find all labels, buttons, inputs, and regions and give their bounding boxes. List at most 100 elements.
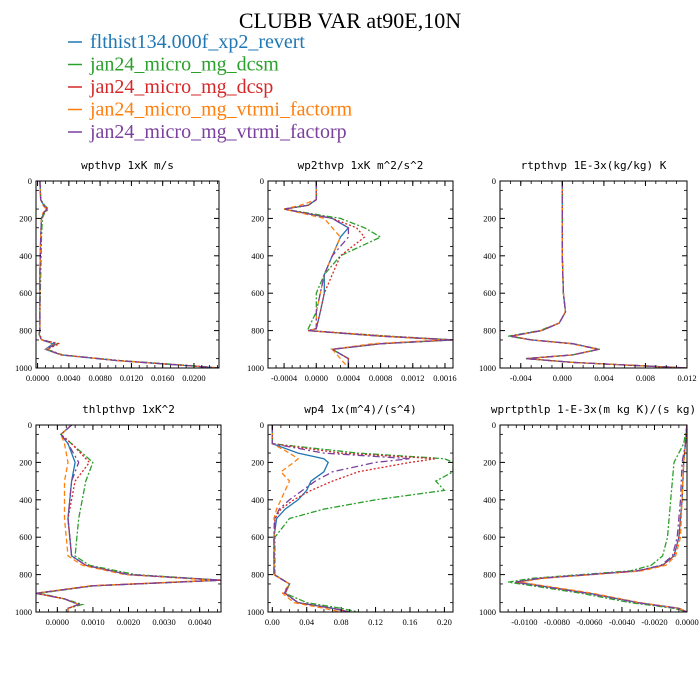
x-tick-label: 0.0080 — [88, 373, 111, 383]
y-tick-label: 1000 — [15, 607, 32, 617]
x-tick-label: 0.0040 — [188, 617, 211, 627]
x-tick-label: 0.12 — [368, 617, 383, 627]
x-tick-label: -0.0080 — [544, 617, 570, 627]
x-tick-label: 0.004 — [594, 373, 614, 383]
series-line — [38, 181, 219, 368]
series-line — [38, 181, 219, 368]
x-tick-label: -0.0004 — [271, 373, 298, 383]
series-line — [283, 181, 453, 368]
series-line — [271, 425, 436, 612]
series-line — [519, 425, 687, 612]
y-tick-label: 200 — [483, 457, 496, 467]
series-line — [283, 181, 453, 368]
y-tick-label: 0 — [260, 176, 264, 186]
legend-label: jan24_micro_mg_vtrmi_factorp — [89, 121, 347, 143]
plot-frame — [35, 180, 220, 369]
y-tick-label: 0 — [28, 420, 32, 430]
series-line — [283, 181, 446, 368]
series-line — [516, 425, 687, 612]
y-tick-label: 200 — [251, 457, 264, 467]
y-tick-label: 1000 — [479, 363, 496, 373]
legend-label: flthist134.000f_xp2_revert — [90, 31, 305, 53]
y-tick-label: 400 — [483, 495, 496, 505]
y-tick-label: 600 — [19, 532, 32, 542]
y-tick-label: 200 — [19, 213, 32, 223]
y-tick-label: 800 — [483, 570, 496, 580]
y-tick-label: 600 — [251, 288, 264, 298]
x-tick-label: 0.000 — [553, 373, 572, 383]
y-tick-label: 800 — [483, 326, 496, 336]
y-tick-label: 800 — [19, 326, 32, 336]
x-tick-label: -0.0040 — [609, 617, 635, 627]
panel-title: wprtpthlp 1-E-3x(m kg K)/(s kg) — [491, 403, 696, 416]
y-tick-label: 600 — [19, 288, 32, 298]
chart-panel: thlpthvp 1xK^2 0 200 400 600 800 1000 0.0000 0.0… — [15, 403, 222, 627]
x-tick-label: 0.00 — [265, 617, 280, 627]
x-tick-label: 0.0030 — [152, 617, 175, 627]
panel-title: rtpthvp 1E-3x(kg/kg) K — [521, 159, 667, 172]
x-tick-label: -0.0100 — [511, 617, 537, 627]
x-tick-label: 0.0000 — [305, 373, 328, 383]
series-line — [38, 181, 219, 368]
panel-title: thlpthvp 1xK^2 — [82, 403, 175, 416]
y-tick-label: 400 — [251, 251, 264, 261]
y-tick-label: 1000 — [479, 607, 496, 617]
legend-label: jan24_micro_mg_dcsp — [89, 76, 273, 98]
series-line — [36, 425, 214, 612]
panel-title: wp4 1x(m^4)/(s^4) — [304, 403, 417, 416]
x-tick-label: 0.0040 — [57, 373, 80, 383]
series-line — [516, 425, 687, 612]
x-tick-label: 0.0160 — [151, 373, 174, 383]
plot-frame — [267, 180, 454, 369]
y-tick-label: 800 — [19, 570, 32, 580]
x-tick-label: 0.0010 — [81, 617, 104, 627]
y-tick-label: 400 — [483, 251, 496, 261]
legend-entry: flthist134.000f_xp2_revert — [68, 31, 305, 53]
chart-panel: rtpthvp 1E-3x(kg/kg) K 0 200 400 600 800 1000 -… — [479, 159, 697, 383]
x-tick-label: 0.04 — [299, 617, 315, 627]
chart-panel: wp2thvp 1xK m^2/s^2 0 200 400 600 800 1000 -0.0… — [247, 159, 457, 383]
x-tick-label: 0.20 — [437, 617, 452, 627]
x-tick-label: 0.0000 — [675, 617, 698, 627]
x-tick-label: 0.0012 — [401, 373, 424, 383]
panel-title: wpthvp 1xK m/s — [81, 159, 174, 172]
x-tick-label: 0.0120 — [120, 373, 143, 383]
y-tick-label: 800 — [251, 326, 264, 336]
x-tick-label: 0.16 — [403, 617, 418, 627]
y-tick-label: 400 — [19, 251, 32, 261]
legend-entry: jan24_micro_mg_dcsm — [68, 54, 279, 76]
series-line — [271, 425, 342, 612]
x-tick-label: 0.0000 — [46, 617, 69, 627]
series-line — [283, 181, 453, 368]
y-tick-label: 200 — [19, 457, 32, 467]
legend-entry: jan24_micro_mg_vtrmi_factorp — [68, 121, 347, 143]
y-tick-label: 200 — [251, 213, 264, 223]
x-tick-label: 0.0004 — [337, 373, 361, 383]
plot-frame — [499, 424, 688, 613]
series-line — [38, 181, 219, 368]
x-tick-label: -0.004 — [510, 373, 533, 383]
chart-panel: wprtpthlp 1-E-3x(m kg K)/(s kg) 0 200 400 60… — [479, 403, 699, 627]
y-tick-label: 400 — [251, 495, 264, 505]
x-tick-label: 0.0008 — [369, 373, 392, 383]
y-tick-label: 0 — [492, 176, 496, 186]
y-tick-label: 1000 — [247, 363, 264, 373]
x-tick-label: 0.0200 — [182, 373, 205, 383]
series-line — [38, 181, 219, 368]
plot-frame — [267, 424, 454, 613]
legend-entry: jan24_micro_mg_dcsp — [68, 76, 273, 98]
y-tick-label: 0 — [492, 420, 496, 430]
y-tick-label: 0 — [260, 420, 264, 430]
panel-title: wp2thvp 1xK m^2/s^2 — [298, 159, 424, 172]
y-tick-label: 1000 — [247, 607, 264, 617]
series-line — [36, 425, 221, 612]
y-tick-label: 0 — [28, 176, 32, 186]
x-tick-label: 0.0000 — [26, 373, 49, 383]
x-tick-label: 0.012 — [677, 373, 696, 383]
y-tick-label: 600 — [251, 532, 264, 542]
series-line — [39, 425, 221, 612]
y-tick-label: 600 — [483, 288, 496, 298]
